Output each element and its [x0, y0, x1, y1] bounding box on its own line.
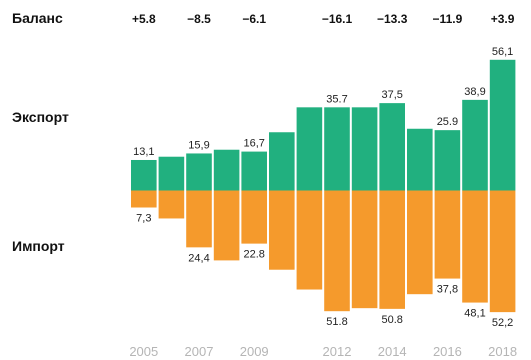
import-value-label: 48,1: [464, 308, 485, 320]
export-series: [131, 59, 516, 191]
export-value-label: 13,1: [133, 146, 154, 158]
import-bar-2016: [434, 190, 461, 279]
year-tick-label: 2005: [129, 344, 158, 359]
export-bar-2017: [462, 99, 488, 191]
year-tick-label: 2007: [185, 344, 214, 359]
import-value-label: 37,8: [437, 284, 458, 296]
year-tick-label: 2014: [378, 344, 407, 359]
export-value-label: 37,5: [381, 89, 402, 101]
balance-value-label: −8.5: [187, 12, 211, 26]
export-bar-2010: [269, 132, 295, 191]
export-row-label: Экспорт: [12, 109, 69, 125]
export-bar-2018: [489, 59, 516, 191]
year-tick-label: 2018: [488, 344, 517, 359]
export-bar-2007: [186, 153, 212, 191]
export-bar-2006: [158, 156, 185, 191]
import-bar-2015: [407, 190, 433, 295]
export-bar-2008: [213, 149, 240, 191]
balance-value-label: −6.1: [242, 12, 266, 26]
import-bar-2011: [296, 190, 323, 290]
export-bar-2012: [324, 107, 350, 191]
import-bar-2009: [241, 190, 267, 244]
year-tick-label: 2016: [433, 344, 462, 359]
import-value-label: 7,3: [136, 213, 151, 225]
export-bar-2014: [379, 103, 405, 191]
export-value-label: 15,9: [188, 139, 209, 151]
import-bar-2018: [489, 190, 516, 313]
import-bar-2017: [462, 190, 488, 303]
export-bar-2009: [241, 151, 267, 191]
import-bar-2010: [269, 190, 295, 270]
balance-value-label: −11.9: [433, 12, 463, 26]
import-bar-2008: [213, 190, 240, 261]
export-bar-2011: [296, 107, 323, 191]
import-value-label: 22.8: [243, 249, 264, 261]
balance-value-label: +5.8: [132, 12, 156, 26]
year-tick-label: 2009: [240, 344, 269, 359]
import-value-label: 50.8: [381, 314, 402, 326]
import-bar-2007: [186, 190, 212, 248]
import-bar-2012: [324, 190, 350, 312]
export-value-label: 16,7: [243, 138, 264, 150]
export-bar-2016: [434, 130, 461, 191]
export-bar-2015: [407, 128, 433, 191]
import-value-label: 51.8: [326, 316, 347, 328]
balance-value-label: −16.1: [322, 12, 353, 26]
export-value-label: 38,9: [464, 86, 485, 98]
import-bar-2013: [351, 190, 378, 309]
import-bar-2014: [379, 190, 405, 309]
export-bar-2005: [131, 159, 157, 191]
balance-value-label: −13.3: [377, 12, 408, 26]
import-bar-2006: [158, 190, 185, 219]
export-value-label: 35.7: [326, 93, 347, 105]
import-value-label: 52,2: [492, 317, 513, 329]
export-value-label: 25.9: [437, 116, 458, 128]
export-value-label: 56,1: [492, 46, 513, 58]
import-series: [131, 190, 516, 313]
balance-row-label: Баланс: [12, 10, 63, 26]
export-bar-2013: [351, 107, 378, 191]
import-bar-2005: [131, 190, 157, 208]
chart-labels: 13,1 15,9 16,7 35.7 37,5 25.9 38,9 56,1 7,3 24,4 2…: [129, 12, 517, 359]
year-tick-label: 2012: [323, 344, 352, 359]
import-row-label: Импорт: [12, 238, 65, 254]
balance-value-label: +3.9: [491, 12, 515, 26]
import-value-label: 24,4: [188, 252, 209, 264]
